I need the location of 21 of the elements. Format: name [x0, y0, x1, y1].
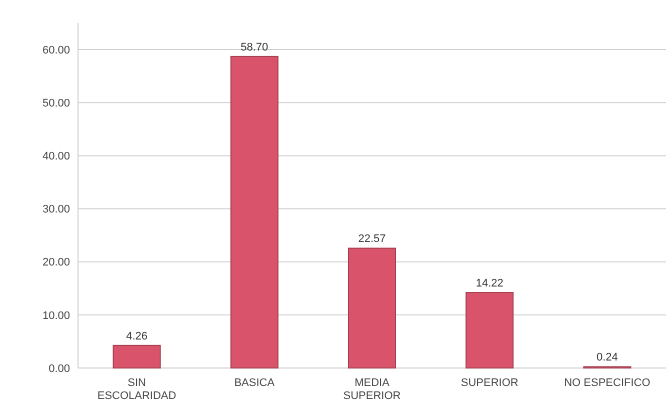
data-label: 22.57 — [358, 233, 386, 246]
bar — [230, 56, 278, 368]
y-tick-label: 0.00 — [48, 362, 70, 375]
x-tick-label: MEDIA SUPERIOR — [343, 377, 401, 402]
y-tick-label: 60.00 — [42, 44, 70, 56]
x-tick-label: BASICA — [234, 377, 276, 389]
data-label: 14.22 — [476, 278, 504, 290]
data-label: 0.24 — [596, 352, 618, 364]
y-tick-label: 10.00 — [42, 310, 70, 322]
bar — [112, 344, 161, 368]
y-tick-label: 40.00 — [42, 150, 70, 163]
data-label: 58.70 — [240, 41, 268, 54]
data-label: 4.26 — [126, 330, 148, 342]
bar — [466, 292, 514, 368]
x-tick-label: SUPERIOR — [460, 377, 518, 389]
x-tick-label: NO ESPECIFICO — [564, 377, 651, 389]
y-tick-label: 20.00 — [42, 256, 70, 269]
y-tick-label: 50.00 — [42, 97, 70, 110]
y-tick-label: 30.00 — [42, 204, 70, 216]
bar — [348, 248, 396, 368]
x-tick-label: SIN ESCOLARIDAD — [97, 377, 176, 402]
